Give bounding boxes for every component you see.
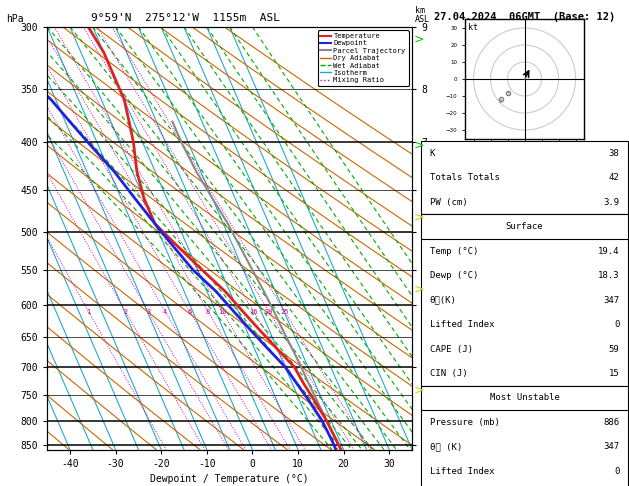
Text: 25: 25	[281, 309, 289, 314]
Text: 42: 42	[609, 173, 620, 182]
Text: K: K	[430, 149, 435, 157]
Text: >: >	[413, 33, 424, 46]
X-axis label: Dewpoint / Temperature (°C): Dewpoint / Temperature (°C)	[150, 474, 309, 484]
Text: >: >	[413, 139, 424, 152]
Title: 9°59'N  275°12'W  1155m  ASL: 9°59'N 275°12'W 1155m ASL	[91, 13, 281, 23]
Text: 347: 347	[603, 442, 620, 451]
Text: 38: 38	[609, 149, 620, 157]
Text: 347: 347	[603, 295, 620, 305]
Text: CIN (J): CIN (J)	[430, 369, 467, 378]
Text: Lifted Index: Lifted Index	[430, 320, 494, 329]
Text: 15: 15	[609, 369, 620, 378]
Text: Surface: Surface	[506, 222, 543, 231]
Text: PW (cm): PW (cm)	[430, 198, 467, 207]
Text: 20: 20	[265, 309, 273, 314]
Text: >: >	[413, 210, 424, 224]
Text: 1: 1	[86, 309, 91, 314]
Text: Most Unstable: Most Unstable	[489, 394, 560, 402]
Text: 0: 0	[614, 320, 620, 329]
Text: 4: 4	[163, 309, 167, 314]
Text: 0: 0	[614, 467, 620, 476]
Text: 6: 6	[188, 309, 192, 314]
Text: Totals Totals: Totals Totals	[430, 173, 499, 182]
Text: Lifted Index: Lifted Index	[430, 467, 494, 476]
Bar	[421, 386, 628, 486]
Text: Dewp (°C): Dewp (°C)	[430, 271, 478, 280]
Text: 16: 16	[250, 309, 258, 314]
Y-axis label: Mixing Ratio (g/kg): Mixing Ratio (g/kg)	[442, 191, 450, 286]
Text: 2: 2	[123, 309, 128, 314]
Text: >: >	[413, 282, 424, 295]
Text: hPa: hPa	[6, 14, 24, 24]
Text: 3: 3	[147, 309, 150, 314]
Text: 10: 10	[218, 309, 226, 314]
Text: 886: 886	[603, 418, 620, 427]
Text: 2: 2	[499, 99, 503, 104]
Bar	[421, 141, 628, 214]
Text: CAPE (J): CAPE (J)	[430, 345, 472, 353]
Text: Temp (°C): Temp (°C)	[430, 246, 478, 256]
Text: kt: kt	[469, 23, 479, 32]
Legend: Temperature, Dewpoint, Parcel Trajectory, Dry Adiabat, Wet Adiabat, Isotherm, Mi: Temperature, Dewpoint, Parcel Trajectory…	[318, 30, 408, 86]
Bar	[421, 214, 628, 386]
Text: 59: 59	[609, 345, 620, 353]
Text: 18.3: 18.3	[598, 271, 620, 280]
Text: θᴄ(K): θᴄ(K)	[430, 295, 457, 305]
Text: Pressure (mb): Pressure (mb)	[430, 418, 499, 427]
Text: 1: 1	[506, 92, 509, 97]
Text: 3.9: 3.9	[603, 198, 620, 207]
Text: >: >	[413, 384, 424, 397]
Text: km
ASL: km ASL	[415, 6, 430, 24]
Text: 8: 8	[206, 309, 210, 314]
Text: 27.04.2024  06GMT  (Base: 12): 27.04.2024 06GMT (Base: 12)	[434, 12, 615, 22]
Text: θᴄ (K): θᴄ (K)	[430, 442, 462, 451]
Text: 19.4: 19.4	[598, 246, 620, 256]
